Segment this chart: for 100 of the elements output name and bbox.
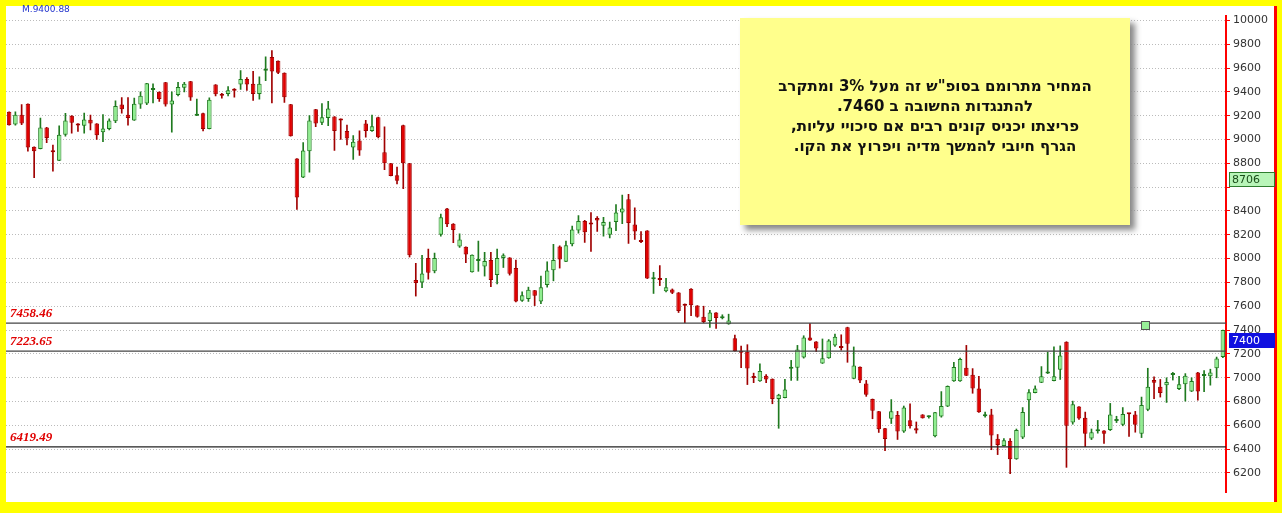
candlestick: [576, 215, 581, 234]
candlestick: [238, 70, 243, 90]
candlestick: [864, 380, 869, 397]
y-tick-label: 9400: [1233, 84, 1261, 98]
candlestick: [113, 100, 118, 123]
y-tick-label: 9200: [1233, 108, 1261, 122]
note-box: המחיר מתרומם בסופ"ש זה מעל 3% ומתקרב להתנגדות החשובה ב 7460. פריצתו יכניס קונים רבים אם סיכויי עליות, הגרף חיובי להמשך מדיה ויפרוץ את הקו.: [740, 18, 1130, 225]
candlestick: [1039, 366, 1044, 383]
candlestick: [451, 223, 456, 244]
candlestick: [94, 123, 99, 140]
candlestick: [914, 421, 919, 434]
y-tick-label: 10000: [1233, 13, 1268, 27]
candlestick: [1020, 407, 1025, 439]
y-tick-label: 7000: [1233, 370, 1261, 384]
candlestick: [288, 103, 293, 137]
y-tick-label: 8000: [1233, 251, 1261, 265]
y-tick-label: 8400: [1233, 203, 1261, 217]
candlestick: [307, 115, 312, 173]
ref-line-label: 7223.65: [10, 332, 53, 348]
candlestick: [157, 91, 162, 102]
y-tick-label: 9000: [1233, 132, 1261, 146]
candlestick: [1164, 377, 1169, 403]
candlestick: [501, 253, 506, 268]
candlestick: [1139, 396, 1144, 438]
candlestick: [207, 97, 212, 130]
candlestick: [282, 72, 287, 103]
candlestick: [745, 344, 750, 385]
candlestick: [332, 116, 337, 151]
candlestick: [582, 220, 587, 243]
candlestick: [426, 248, 431, 280]
candlestick: [401, 124, 406, 189]
candlestick: [995, 434, 1000, 455]
y-tick-label: 6800: [1233, 394, 1261, 408]
candlestick: [807, 323, 813, 341]
candlestick: [38, 117, 43, 150]
candlestick: [526, 286, 531, 302]
candlestick: [1183, 373, 1188, 402]
y-tick-label: 7800: [1233, 275, 1261, 289]
ref-line-label: 7458.46: [10, 304, 53, 320]
candlestick: [676, 292, 681, 313]
y-tick-label: 8800: [1233, 156, 1261, 170]
candlestick: [701, 305, 706, 324]
candlestick: [870, 398, 875, 420]
candlestick: [1070, 400, 1075, 425]
candlestick: [1214, 356, 1219, 379]
candlestick: [1089, 428, 1094, 440]
candlestick: [770, 378, 775, 405]
y-tick-label: 6600: [1233, 418, 1261, 432]
candlestick: [313, 109, 318, 128]
candlestick: [63, 113, 68, 137]
candlestick: [820, 338, 825, 364]
candlestick: [889, 399, 894, 424]
candlestick: [169, 91, 175, 133]
ref-line-label: 6419.49: [10, 428, 53, 444]
candlestick: [1158, 379, 1163, 398]
candlestick: [138, 91, 143, 109]
candlestick: [69, 115, 74, 134]
candlestick: [13, 111, 18, 126]
candlestick: [382, 126, 387, 170]
candlestick: [507, 257, 512, 276]
candlestick: [257, 76, 262, 100]
candlestick: [182, 81, 187, 93]
candlestick: [601, 216, 606, 237]
candlestick: [132, 97, 137, 121]
candlestick: [44, 127, 49, 144]
candlestick: [88, 114, 93, 131]
text: 8706: [1229, 172, 1275, 187]
candlestick: [895, 411, 900, 440]
candlestick: [626, 194, 631, 244]
candlestick: [776, 393, 781, 429]
candlestick: [19, 104, 24, 125]
candlestick: [1151, 376, 1157, 399]
candlestick: [213, 84, 218, 97]
candlestick: [1108, 403, 1113, 431]
y-tick-label: 7600: [1233, 299, 1261, 313]
y-tick-label: 9800: [1233, 37, 1261, 51]
candlestick: [551, 243, 556, 282]
candlestick: [964, 345, 969, 376]
candlestick: [188, 81, 193, 101]
candlestick: [801, 335, 806, 359]
candlestick: [645, 230, 650, 279]
candlestick: [432, 252, 437, 274]
candlestick: [1189, 377, 1194, 392]
candlestick: [845, 326, 850, 363]
candlestick: [357, 130, 362, 156]
candlestick: [1014, 428, 1019, 460]
candlestick: [939, 391, 944, 418]
candlestick: [557, 245, 562, 269]
candlestick: [970, 368, 975, 394]
candlestick: [1064, 341, 1069, 468]
candlestick: [695, 305, 700, 318]
candlestick: [363, 120, 368, 138]
candlestick: [989, 408, 994, 451]
candlestick: [670, 288, 675, 295]
y-tick-label: 8200: [1233, 227, 1261, 241]
y-tick-label: 7200: [1233, 346, 1261, 360]
candlestick: [376, 116, 381, 139]
candlestick: [851, 346, 856, 380]
candlestick: [620, 194, 625, 224]
candlestick: [1133, 411, 1138, 433]
